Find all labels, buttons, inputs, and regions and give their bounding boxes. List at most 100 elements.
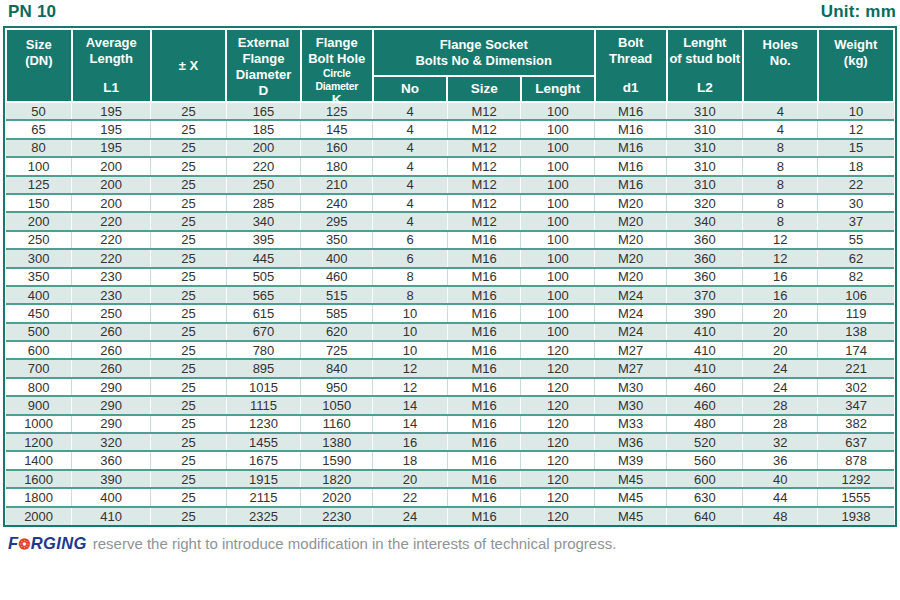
table-cell: 8 [743,194,818,212]
table-row: 4502502561558510M16100M2439020119 [6,304,894,322]
table-cell: 410 [667,323,743,341]
table-cell: 310 [667,176,743,194]
table-cell: M16 [447,268,521,286]
table-cell: 640 [667,507,743,525]
table-cell: 230 [72,268,151,286]
table-cell: 450 [6,304,72,322]
table-cell: 145 [301,120,373,138]
table-row: 50195251651254M12100M16310410 [6,102,894,120]
table-cell: 285 [226,194,301,212]
table-cell: M16 [447,378,521,396]
table-cell: 800 [6,378,72,396]
table-cell: 400 [301,249,373,267]
table-cell: M16 [447,507,521,525]
table-row: 80195252001604M12100M16310815 [6,139,894,157]
table-cell: 565 [226,286,301,304]
table-cell: 100 [521,286,595,304]
table-cell: 410 [667,341,743,359]
table-cell: 350 [6,268,72,286]
table-cell: 340 [667,212,743,230]
col-header-tolerance: ± X [151,29,226,102]
table-cell: 25 [151,231,226,249]
table-cell: 1160 [301,415,373,433]
table-cell: 20 [743,304,818,322]
col-header-average-length: Average LengthL1 [72,29,151,102]
table-header: Size (DN) Average LengthL1 ± X External … [6,29,894,102]
table-cell: 119 [818,304,894,322]
table-cell: 220 [72,249,151,267]
table-cell: 195 [72,120,151,138]
table-cell: 25 [151,157,226,175]
table-cell: M30 [595,378,667,396]
table-row: 65195251851454M12100M16310412 [6,120,894,138]
table-cell: 8 [743,157,818,175]
table-cell: M24 [595,304,667,322]
table-cell: 82 [818,268,894,286]
col-header-stud-bolt-length: Lenght of stud boltL2 [667,29,743,102]
table-cell: 200 [72,176,151,194]
table-cell: 900 [6,396,72,414]
table-cell: 360 [667,268,743,286]
table-row: 1200320251455138016M16120M3652032637 [6,433,894,451]
table-cell: 6 [373,231,448,249]
table-cell: 670 [226,323,301,341]
table-cell: 1115 [226,396,301,414]
table-cell: 390 [667,304,743,322]
table-cell: 12 [373,378,448,396]
table-cell: 620 [301,323,373,341]
table-cell: 1675 [226,451,301,469]
table-cell: 20 [373,470,448,488]
table-cell: 100 [521,249,595,267]
table-cell: 250 [226,176,301,194]
table-cell: 260 [72,341,151,359]
table-cell: 25 [151,396,226,414]
table-row: 350230255054608M16100M203601682 [6,268,894,286]
table-cell: M33 [595,415,667,433]
table-cell: 106 [818,286,894,304]
table-cell: 100 [521,139,595,157]
table-cell: M16 [447,286,521,304]
table-cell: M16 [447,396,521,414]
table-cell: 260 [72,359,151,377]
table-cell: 310 [667,120,743,138]
table-cell: 1555 [818,488,894,506]
col-header-weight: Weight (kg) [818,29,894,102]
table-cell: 500 [6,323,72,341]
table-cell: 12 [818,120,894,138]
table-cell: 8 [743,212,818,230]
disclaimer-text: reserve the right to introduce modificat… [93,535,617,552]
table-cell: 221 [818,359,894,377]
table-cell: M16 [447,451,521,469]
table-cell: 100 [521,323,595,341]
table-cell: 4 [373,212,448,230]
table-cell: 185 [226,120,301,138]
table-cell: 300 [6,249,72,267]
table-cell: 50 [6,102,72,120]
table-cell: 16 [743,268,818,286]
table-cell: M16 [447,304,521,322]
table-cell: M16 [447,323,521,341]
table-row: 1600390251915182020M16120M45600401292 [6,470,894,488]
table-cell: M20 [595,194,667,212]
table-cell: 18 [373,451,448,469]
table-cell: 120 [521,359,595,377]
table-cell: 37 [818,212,894,230]
table-cell: 290 [72,396,151,414]
table-cell: 1292 [818,470,894,488]
table-cell: 220 [72,212,151,230]
col-header-bolt-hole-circle: Flange Bolt HoleCircle DiameterK [301,29,373,102]
table-cell: 24 [743,359,818,377]
table-cell: 100 [521,194,595,212]
col-header-size-dn: Size (DN) [6,29,72,102]
table-cell: 4 [743,102,818,120]
table-row: 2000410252325223024M16120M45640481938 [6,507,894,525]
table-cell: 8 [373,286,448,304]
table-cell: M20 [595,249,667,267]
table-cell: 120 [521,451,595,469]
table-cell: 25 [151,249,226,267]
table-cell: M30 [595,396,667,414]
table-cell: 125 [6,176,72,194]
table-cell: 4 [373,176,448,194]
table-cell: M16 [447,341,521,359]
table-cell: 25 [151,139,226,157]
